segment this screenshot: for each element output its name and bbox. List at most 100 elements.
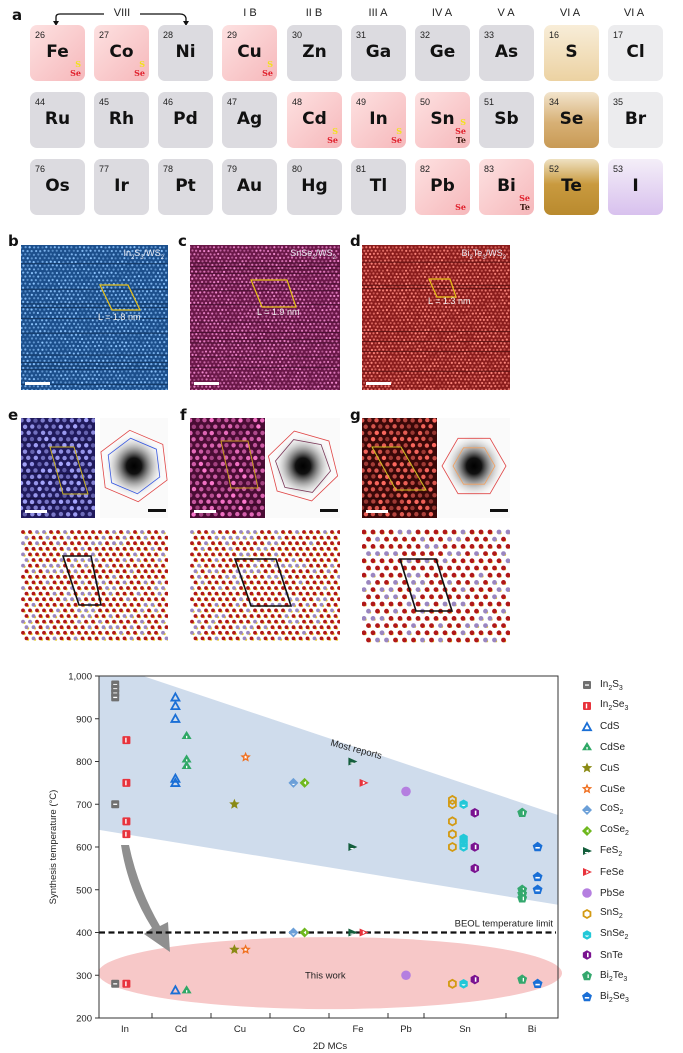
element-tile-pd: 46 Pd: [158, 92, 213, 148]
data-point-bi2te3: [517, 807, 528, 818]
legend-item: CuSe: [580, 780, 625, 798]
synthesis-temperature-chart: 1,000 900 800 700 600 500 400 300 200 In Cd Cu Co Fe P…: [0, 660, 562, 1053]
legend-item: In2S3: [580, 676, 623, 694]
atomic-number: 46: [163, 97, 174, 107]
formula-subscript: 3: [624, 705, 629, 713]
legend-label: SnS2: [600, 907, 623, 920]
legend-marker-icon: [583, 681, 591, 689]
element-tile-te: 52 Te: [544, 159, 599, 215]
legend-label: CoSe2: [600, 824, 629, 837]
element-tile-pb: 82 Pb Se: [415, 159, 470, 215]
legend-marker-icon: [583, 868, 592, 877]
legend-item: CdSe: [580, 738, 625, 756]
data-point-snte: [470, 842, 479, 852]
legend-label: CdSe: [600, 742, 625, 753]
formula-part: Bi: [461, 248, 470, 258]
element-tile-ir: 77 Ir: [94, 159, 149, 215]
element-symbol: Te: [561, 176, 582, 196]
data-point-in2s3: [111, 693, 120, 702]
element-symbol: Br: [624, 109, 647, 129]
y-tick-label: 600: [76, 843, 92, 854]
chalcogen-se: Se: [70, 68, 81, 78]
element-tile-tl: 81 Tl: [351, 159, 406, 215]
element-tile-ge: 32 Ge: [415, 25, 470, 81]
formula-subscript: 3: [482, 254, 486, 261]
element-tile-se: 34 Se: [544, 92, 599, 148]
data-point-this-work-cose2: [299, 927, 310, 938]
x-tick-label: In: [121, 1024, 129, 1035]
element-tile-s: 16 S: [544, 25, 599, 81]
element-symbol: Pb: [430, 176, 455, 196]
legend-label: CoS2: [600, 803, 623, 816]
data-point-snte: [470, 863, 479, 874]
element-tile-i: 53 I: [608, 159, 663, 215]
legend-label: SnTe: [600, 950, 623, 961]
legend-marker-icon: [582, 804, 592, 815]
data-point-sns2: [448, 794, 457, 806]
data-point-in2se3: [122, 830, 131, 839]
data-point-in2s3: [111, 800, 120, 809]
legend-marker-icon: [581, 783, 593, 794]
lattice-constant-label: L = 1.9 nm: [257, 307, 300, 317]
formula-subscript: 3: [623, 975, 628, 983]
legend-item: Bi2Te3: [580, 967, 627, 985]
chalcogen-list: Se: [455, 203, 466, 212]
data-point-this-work-bi2te3: [517, 974, 528, 984]
stem-image-d: Bi2Te3/WS2: [362, 245, 510, 390]
scale-bar: [194, 382, 219, 385]
atomic-model: [362, 528, 510, 643]
heterostructure-label: SnSe2/WS2: [290, 248, 336, 261]
legend-marker-icon: [583, 701, 591, 710]
formula-part: CuSe: [600, 783, 626, 795]
formula-subscript: 2: [160, 254, 164, 261]
data-point-this-work-fes2: [348, 928, 358, 937]
legend-item: FeS2: [580, 842, 622, 860]
atomic-number: 28: [163, 30, 174, 40]
y-tick-label: 900: [76, 714, 92, 725]
chalcogen-se: Se: [391, 135, 402, 145]
atomic-number: 45: [99, 97, 110, 107]
atomic-number: 53: [613, 164, 624, 174]
legend-label: In2Se3: [600, 699, 628, 712]
chalcogen-s: S: [75, 59, 81, 69]
atomic-model: [190, 528, 340, 643]
stem-image-b: In2S3/WS2: [21, 245, 168, 390]
atomic-number: 29: [227, 30, 238, 40]
group-header: III A: [368, 7, 388, 19]
data-point-this-work-bi2se3: [532, 978, 543, 989]
legend-marker-icon: [583, 847, 592, 856]
element-tile-ru: 44 Ru: [30, 92, 85, 148]
diffraction-pattern: [100, 418, 168, 518]
element-tile-hg: 80 Hg: [287, 159, 342, 215]
data-point-snse2: [459, 799, 468, 810]
this-work-label: This work: [305, 970, 346, 981]
formula-part: /WS: [143, 248, 161, 258]
x-tick-label: Fe: [352, 1024, 363, 1035]
atomic-number: 76: [35, 164, 46, 174]
atomic-number: 78: [163, 164, 174, 174]
scale-bar: [25, 382, 50, 385]
data-point-cose2: [299, 777, 310, 788]
legend-label: Bi2Te3: [600, 970, 627, 983]
magnified-stem-image: [190, 418, 265, 518]
legend-item: In2Se3: [580, 697, 628, 715]
data-point-cds: [169, 777, 181, 787]
chalcogen-list: S Se Te: [455, 118, 466, 145]
y-tick-label: 800: [76, 757, 92, 768]
stem-image-c: SnSe2/WS2: [190, 245, 340, 390]
formula-part: Te: [472, 248, 483, 258]
legend-label: CuS: [600, 763, 619, 774]
group-header: VI A: [559, 7, 581, 19]
atomic-number: 50: [420, 97, 431, 107]
formula-subscript: 3: [618, 684, 623, 692]
legend-marker-icon: [581, 720, 593, 731]
formula-part: In: [123, 248, 131, 258]
legend-label: CuSe: [600, 784, 625, 795]
formula-part: Bi: [600, 990, 609, 1002]
element-tile-pt: 78 Pt: [158, 159, 213, 215]
atomic-number: 44: [35, 97, 46, 107]
scale-bar: [366, 382, 391, 385]
legend-marker-icon: [582, 991, 592, 1002]
data-point-cos2: [288, 777, 299, 788]
formula-part: CdS: [600, 721, 620, 733]
